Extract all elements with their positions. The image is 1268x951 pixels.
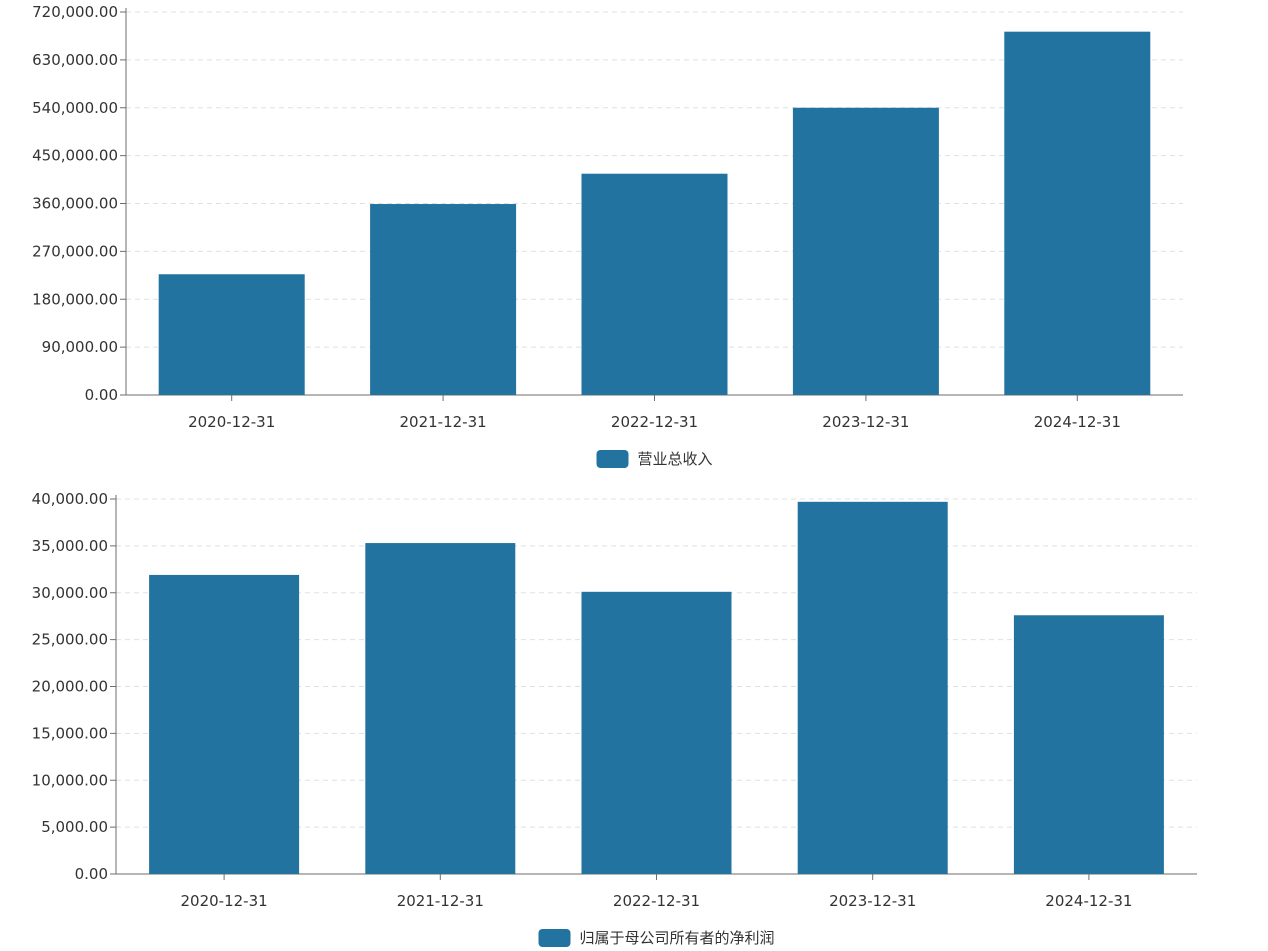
y-tick-label: 40,000.00 [32, 490, 108, 508]
x-tick-label: 2024-12-31 [1034, 413, 1121, 431]
y-tick-label: 0.00 [75, 865, 108, 883]
bar[interactable] [581, 173, 728, 395]
y-tick-label: 540,000.00 [32, 99, 118, 117]
bar[interactable] [792, 107, 939, 395]
y-tick-label: 180,000.00 [32, 290, 118, 308]
y-tick-label: 90,000.00 [42, 338, 118, 356]
y-tick-label: 630,000.00 [32, 51, 118, 69]
bar[interactable] [370, 204, 517, 395]
x-tick-label: 2021-12-31 [397, 892, 484, 910]
y-tick-label: 20,000.00 [32, 678, 108, 696]
y-tick-label: 25,000.00 [32, 631, 108, 649]
y-tick-label: 720,000.00 [32, 3, 118, 21]
y-tick-label: 10,000.00 [32, 771, 108, 789]
x-tick-label: 2023-12-31 [829, 892, 916, 910]
bar[interactable] [158, 274, 305, 395]
y-tick-label: 5,000.00 [41, 818, 108, 836]
x-tick-label: 2022-12-31 [611, 413, 698, 431]
legend-label[interactable]: 归属于母公司所有者的净利润 [580, 929, 775, 947]
y-tick-label: 360,000.00 [32, 195, 118, 213]
x-tick-label: 2020-12-31 [188, 413, 275, 431]
bar[interactable] [1013, 615, 1164, 874]
y-tick-label: 15,000.00 [32, 724, 108, 742]
bar[interactable] [797, 501, 948, 874]
legend-swatch[interactable] [538, 929, 571, 947]
y-tick-label: 35,000.00 [32, 537, 108, 555]
bar[interactable] [581, 591, 732, 874]
y-tick-label: 450,000.00 [32, 147, 118, 165]
bar[interactable] [365, 543, 516, 874]
revenue-chart: 0.00 90,000.00 180,000.00 270,000.00 360,000… [32, 3, 1183, 468]
y-tick-label: 270,000.00 [32, 242, 118, 260]
legend-swatch[interactable] [596, 450, 629, 468]
bar[interactable] [149, 574, 300, 874]
x-tick-label: 2021-12-31 [400, 413, 487, 431]
y-tick-label: 30,000.00 [32, 584, 108, 602]
net-profit-chart: 0.00 5,000.00 10,000.00 15,000.00 20,000.00 2… [32, 490, 1197, 947]
legend-label[interactable]: 营业总收入 [638, 450, 713, 468]
x-tick-label: 2024-12-31 [1045, 892, 1132, 910]
bar[interactable] [1004, 31, 1151, 395]
x-tick-label: 2020-12-31 [181, 892, 268, 910]
x-tick-label: 2022-12-31 [613, 892, 700, 910]
y-tick-label: 0.00 [85, 386, 118, 404]
x-tick-label: 2023-12-31 [822, 413, 909, 431]
